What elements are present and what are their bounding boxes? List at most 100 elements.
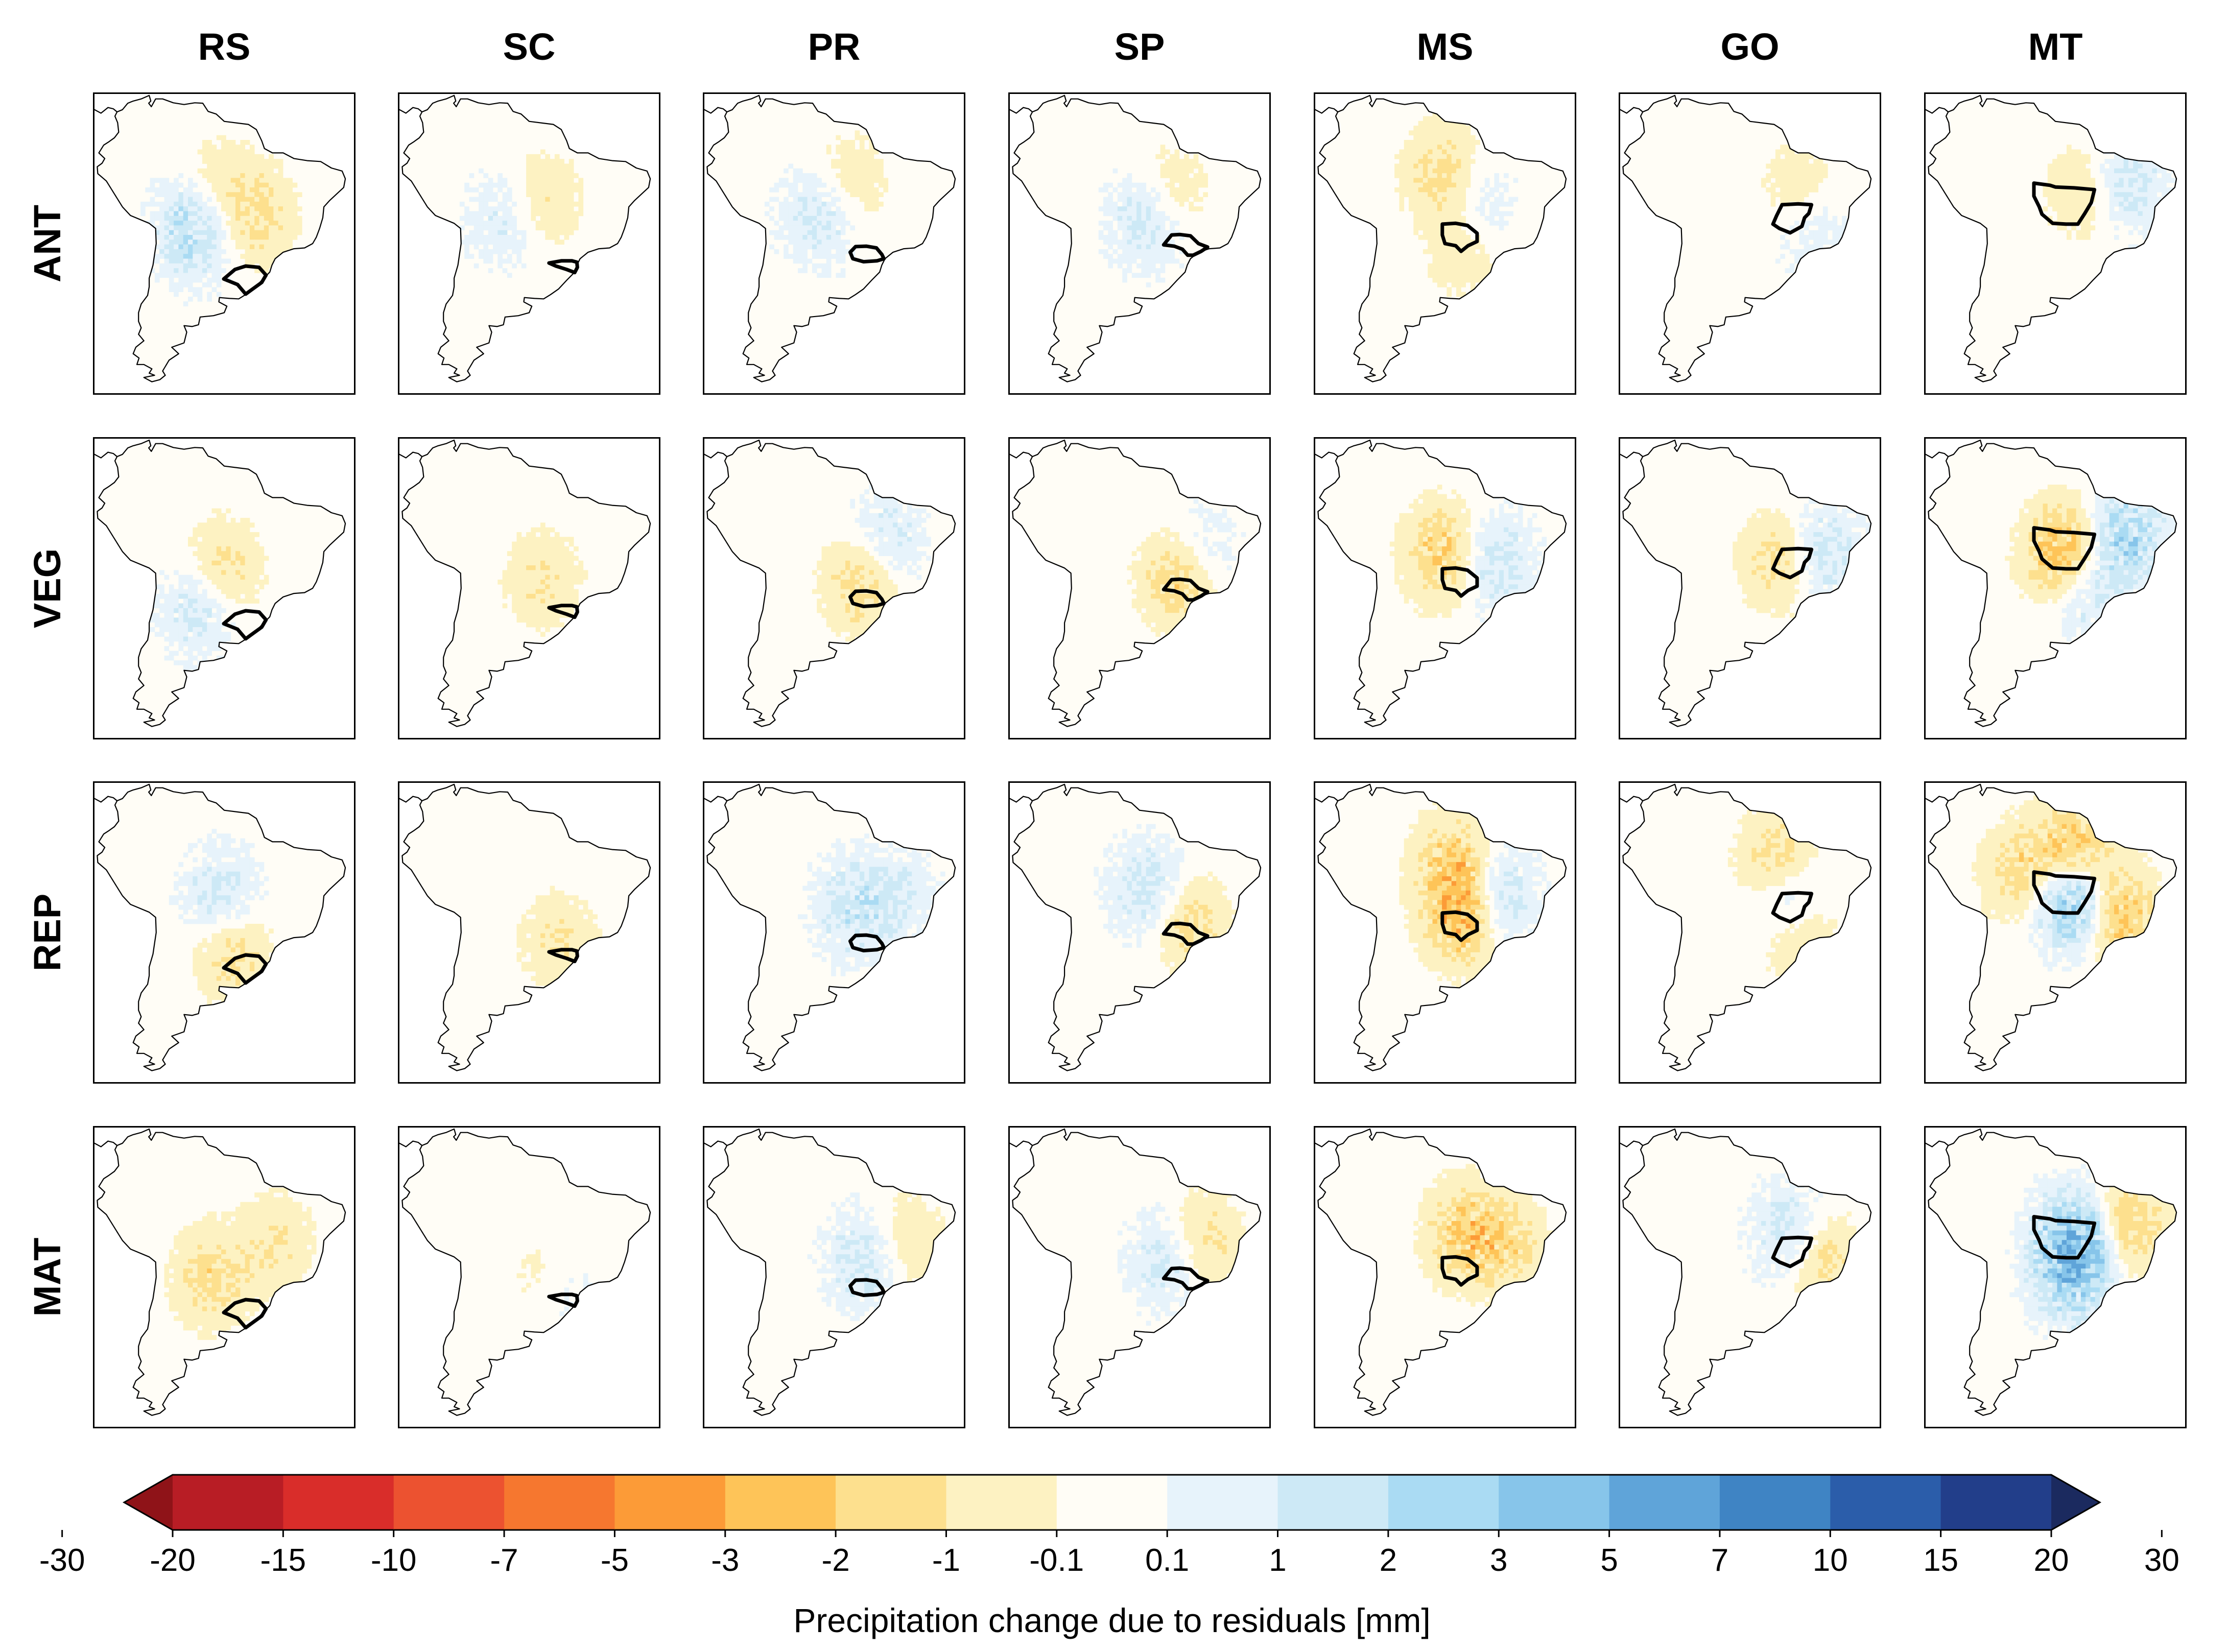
map-panel-mat-go <box>1619 1126 1881 1428</box>
coastline-central-america <box>398 107 422 114</box>
colorbar-bin <box>1609 1475 1720 1530</box>
panel-frame <box>703 781 965 1084</box>
state-outline-sp <box>1162 921 1210 946</box>
colorbar-extend-high <box>2051 1475 2100 1530</box>
colorbar-bin <box>1056 1475 1168 1530</box>
coastline <box>1622 1128 1872 1416</box>
panel-frame <box>1008 781 1271 1084</box>
coastline <box>1622 439 1872 727</box>
colorbar-tick-label: -20 <box>150 1543 196 1578</box>
state-outline-sp <box>1162 577 1210 602</box>
coastline-central-america <box>1619 1140 1643 1147</box>
coastline-central-america <box>93 1140 117 1147</box>
map-panel-ant-sc <box>398 92 660 395</box>
state-outline-go <box>1771 202 1814 235</box>
coastline-central-america <box>1924 107 1949 114</box>
coastline-central-america <box>703 796 727 803</box>
colorbar-bin <box>725 1475 836 1530</box>
colorbar-bin <box>836 1475 946 1530</box>
map-panel-veg-sc <box>398 437 660 739</box>
state-outline-rs <box>222 264 268 296</box>
panel-frame <box>93 437 355 739</box>
map-panel-veg-sp <box>1008 437 1271 739</box>
colorbar-tick-label: 10 <box>1813 1543 1848 1578</box>
state-outline-sp <box>1162 1266 1210 1291</box>
column-title-go: GO <box>1720 26 1779 68</box>
coastline <box>706 439 956 727</box>
coastline <box>1317 439 1567 727</box>
coastline-central-america <box>1008 796 1033 803</box>
state-outline-rs <box>222 1298 268 1330</box>
panel-frame <box>1924 1126 2187 1428</box>
colorbar: -30 -20 -15 -10 -7 -5 -3 -2 -1 -0.1 0.1 1 2 3 5 7 10 15 20… <box>39 1474 2179 1639</box>
panel-frame <box>398 92 660 395</box>
panel-frame <box>1924 437 2187 739</box>
map-panels <box>93 92 2187 1428</box>
state-outline-sc <box>547 604 579 619</box>
panel-frame <box>93 92 355 395</box>
state-outline-ms <box>1440 910 1479 942</box>
coastline-central-america <box>1314 107 1338 114</box>
colorbar-tick-label: -5 <box>601 1543 629 1578</box>
coastline <box>1012 439 1262 727</box>
map-panel-ant-go <box>1619 92 1881 395</box>
colorbar-tick-label: 7 <box>1711 1543 1728 1578</box>
row-title-mat: MAT <box>26 1238 68 1317</box>
coastline <box>401 94 651 382</box>
panel-frame <box>398 781 660 1084</box>
panel-frame <box>1008 92 1271 395</box>
colorbar-tick-label: -7 <box>490 1543 518 1578</box>
coastline <box>706 94 956 382</box>
colorbar-tick-label: -0.1 <box>1029 1543 1084 1578</box>
state-outline-rs <box>222 609 268 641</box>
coastline <box>1622 783 1872 1071</box>
colorbar-tick-label: 1 <box>1269 1543 1286 1578</box>
precip-field <box>135 135 302 306</box>
map-panel-veg-pr <box>703 437 965 739</box>
colorbar-bin <box>393 1475 505 1530</box>
precip-field <box>798 829 950 976</box>
coastline <box>1012 1128 1262 1416</box>
column-title-ms: MS <box>1417 26 1474 68</box>
state-outline-ms <box>1440 221 1479 253</box>
colorbar-tick-label: 15 <box>1923 1543 1958 1578</box>
colorbar-tick-label: -2 <box>822 1543 850 1578</box>
coastline <box>1317 1128 1567 1416</box>
map-panel-veg-go <box>1619 437 1881 739</box>
panel-frame <box>703 1126 965 1428</box>
coastline-central-america <box>93 107 117 114</box>
colorbar-tick-label: -1 <box>932 1543 960 1578</box>
colorbar-bin <box>1830 1475 1941 1530</box>
map-panel-rep-sc <box>398 781 660 1084</box>
coastline <box>401 783 651 1071</box>
coastline <box>97 1128 346 1416</box>
coastline-central-america <box>398 1140 422 1147</box>
state-outline-sp <box>1162 232 1210 257</box>
coastline-central-america <box>1008 107 1033 114</box>
state-outline-pr <box>848 1278 886 1297</box>
state-outline-go <box>1771 1235 1814 1268</box>
map-panel-mat-sp <box>1008 1126 1271 1428</box>
panel-frame <box>1314 437 1576 739</box>
coastline-central-america <box>703 451 727 459</box>
map-panel-veg-rs <box>93 437 355 739</box>
coastline <box>401 1128 651 1416</box>
land-area <box>97 784 346 1071</box>
row-title-rep: REP <box>26 894 68 971</box>
coastline-central-america <box>398 451 422 459</box>
state-outline-mt <box>2032 1215 2097 1260</box>
colorbar-bin <box>946 1475 1057 1530</box>
colorbar-bin <box>1277 1475 1389 1530</box>
map-panel-rep-ms <box>1314 781 1576 1084</box>
column-title-sp: SP <box>1115 26 1165 68</box>
map-panel-ant-ms <box>1314 92 1576 395</box>
colorbar-tick-label: 2 <box>1380 1543 1397 1578</box>
colorbar-tick-label: -15 <box>260 1543 306 1578</box>
colorbar-bin <box>1719 1475 1831 1530</box>
state-outline-pr <box>848 244 886 264</box>
row-title-ant: ANT <box>26 205 68 282</box>
precip-field <box>1399 795 1552 991</box>
state-outline-ms <box>1440 566 1479 598</box>
state-outline-go <box>1771 891 1814 924</box>
coastline-central-america <box>1314 451 1338 459</box>
